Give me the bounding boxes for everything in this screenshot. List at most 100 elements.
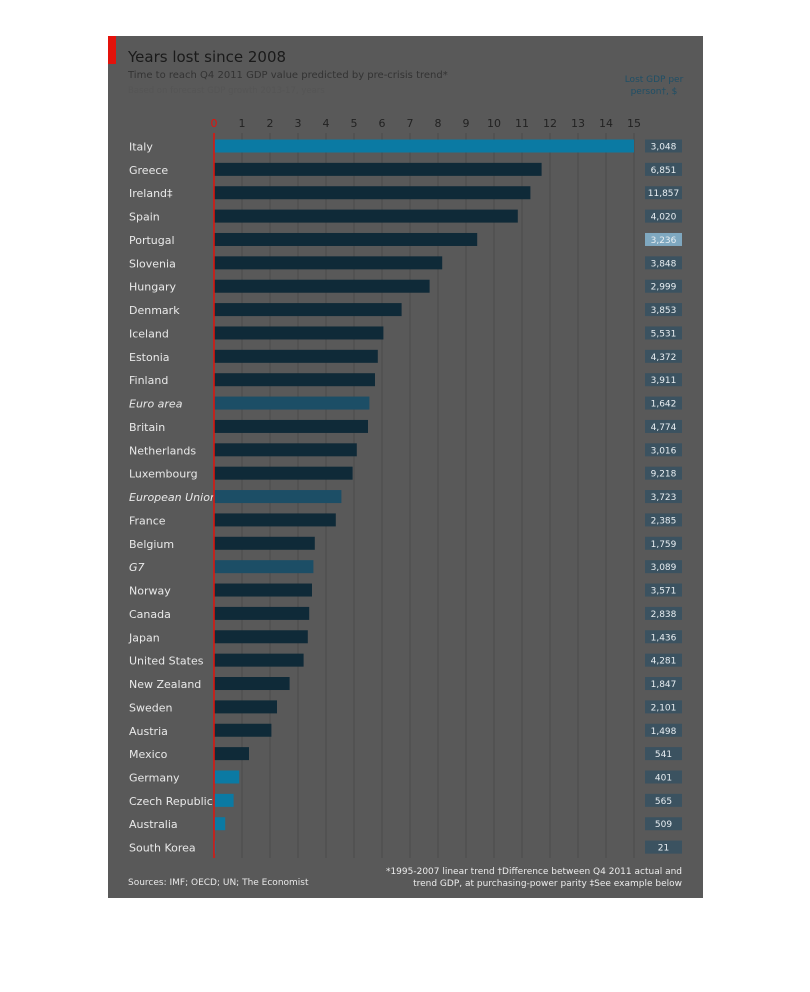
value-box: [645, 583, 682, 597]
bar: [214, 793, 234, 807]
x-tick-label: 0: [211, 117, 218, 130]
bar: [214, 186, 531, 200]
category-label: Italy: [129, 141, 153, 154]
x-tick-label: 15: [627, 117, 641, 130]
value-label: 1,498: [651, 727, 677, 737]
value-box: [645, 793, 682, 807]
value-box: [645, 186, 682, 200]
value-label: 509: [655, 820, 672, 830]
value-label: 3,016: [651, 446, 677, 456]
bar: [214, 443, 357, 457]
value-label: 2,385: [651, 516, 677, 526]
axis-note: Based on forecast GDP growth 2013-17, ye…: [128, 86, 325, 96]
category-label: Austria: [129, 725, 168, 738]
value-box: [645, 419, 682, 433]
bar: [214, 139, 634, 153]
value-box: [645, 232, 682, 246]
category-label: Sweden: [129, 701, 172, 714]
value-box: [645, 536, 682, 550]
value-box: [645, 466, 682, 480]
x-tick-label: 1: [239, 117, 246, 130]
category-label: France: [129, 514, 166, 527]
category-label: Finland: [129, 374, 168, 387]
category-label: Czech Republic: [129, 795, 213, 808]
value-box: [645, 747, 682, 761]
value-box: [645, 770, 682, 784]
category-label: Belgium: [129, 538, 174, 551]
value-label: 11,857: [648, 189, 680, 199]
value-label: 2,838: [651, 610, 677, 620]
category-label: G7: [129, 561, 145, 574]
x-tick-label: 2: [267, 117, 274, 130]
value-box: [645, 560, 682, 574]
bar: [214, 630, 308, 644]
bar: [214, 256, 443, 270]
value-label: 3,848: [651, 259, 677, 269]
category-label: Mexico: [129, 748, 168, 761]
bar: [214, 817, 226, 831]
value-label: 2,999: [651, 283, 677, 293]
value-box: [645, 606, 682, 620]
category-label: South Korea: [129, 842, 196, 855]
bar: [214, 396, 370, 410]
x-tick-label: 10: [487, 117, 501, 130]
footnote: *1995-2007 linear trend †Difference betw…: [385, 867, 682, 889]
value-box: [645, 396, 682, 410]
value-label: 3,723: [651, 493, 677, 503]
x-tick-label: 7: [407, 117, 414, 130]
x-tick-label: 12: [543, 117, 557, 130]
x-tick-label: 6: [379, 117, 386, 130]
x-tick-label: 3: [295, 117, 302, 130]
value-label: 401: [655, 773, 672, 783]
bar: [214, 747, 249, 761]
bar: [214, 279, 430, 293]
chart-title: Years lost since 2008: [128, 48, 287, 66]
bar: [214, 700, 277, 714]
value-box: [645, 139, 682, 153]
value-label: 1,436: [651, 633, 677, 643]
value-box: [645, 373, 682, 387]
category-label: Norway: [129, 585, 171, 598]
bar: [214, 303, 402, 317]
bar: [214, 326, 384, 340]
category-label: Netherlands: [129, 444, 196, 457]
value-label: 1,759: [651, 540, 677, 550]
value-box: [645, 490, 682, 504]
x-tick-label: 14: [599, 117, 613, 130]
value-label: 4,281: [651, 657, 677, 667]
value-box: [645, 817, 682, 831]
bar: [214, 373, 375, 387]
value-label: 3,048: [651, 143, 677, 153]
value-box: [645, 326, 682, 340]
bar: [214, 513, 336, 527]
bar: [214, 349, 378, 363]
category-label: Denmark: [129, 304, 180, 317]
value-label: 6,851: [651, 166, 677, 176]
value-box: [645, 256, 682, 270]
value-box: [645, 303, 682, 317]
value-label: 541: [655, 750, 672, 760]
value-box: [645, 630, 682, 644]
value-label: 3,236: [651, 236, 677, 246]
value-box: [645, 840, 682, 854]
x-tick-label: 5: [351, 117, 358, 130]
value-column-heading: Lost GDP per person†, $: [624, 75, 684, 97]
category-label: Canada: [129, 608, 171, 621]
category-label: Japan: [128, 631, 160, 644]
chart-subtitle: Time to reach Q4 2011 GDP value predicte…: [128, 70, 448, 81]
bar: [214, 490, 342, 504]
category-label: Britain: [129, 421, 165, 434]
value-label: 1,847: [651, 680, 677, 690]
bar: [214, 606, 310, 620]
value-label: 4,774: [651, 423, 677, 433]
value-label: 4,372: [651, 353, 677, 363]
value-label: 3,571: [651, 587, 677, 597]
x-tick-label: 11: [515, 117, 529, 130]
category-label: New Zealand: [129, 678, 201, 691]
x-tick-label: 13: [571, 117, 585, 130]
category-label: Spain: [129, 211, 160, 224]
value-label: 3,089: [651, 563, 677, 573]
value-label: 4,020: [651, 213, 677, 223]
value-label: 3,853: [651, 306, 677, 316]
